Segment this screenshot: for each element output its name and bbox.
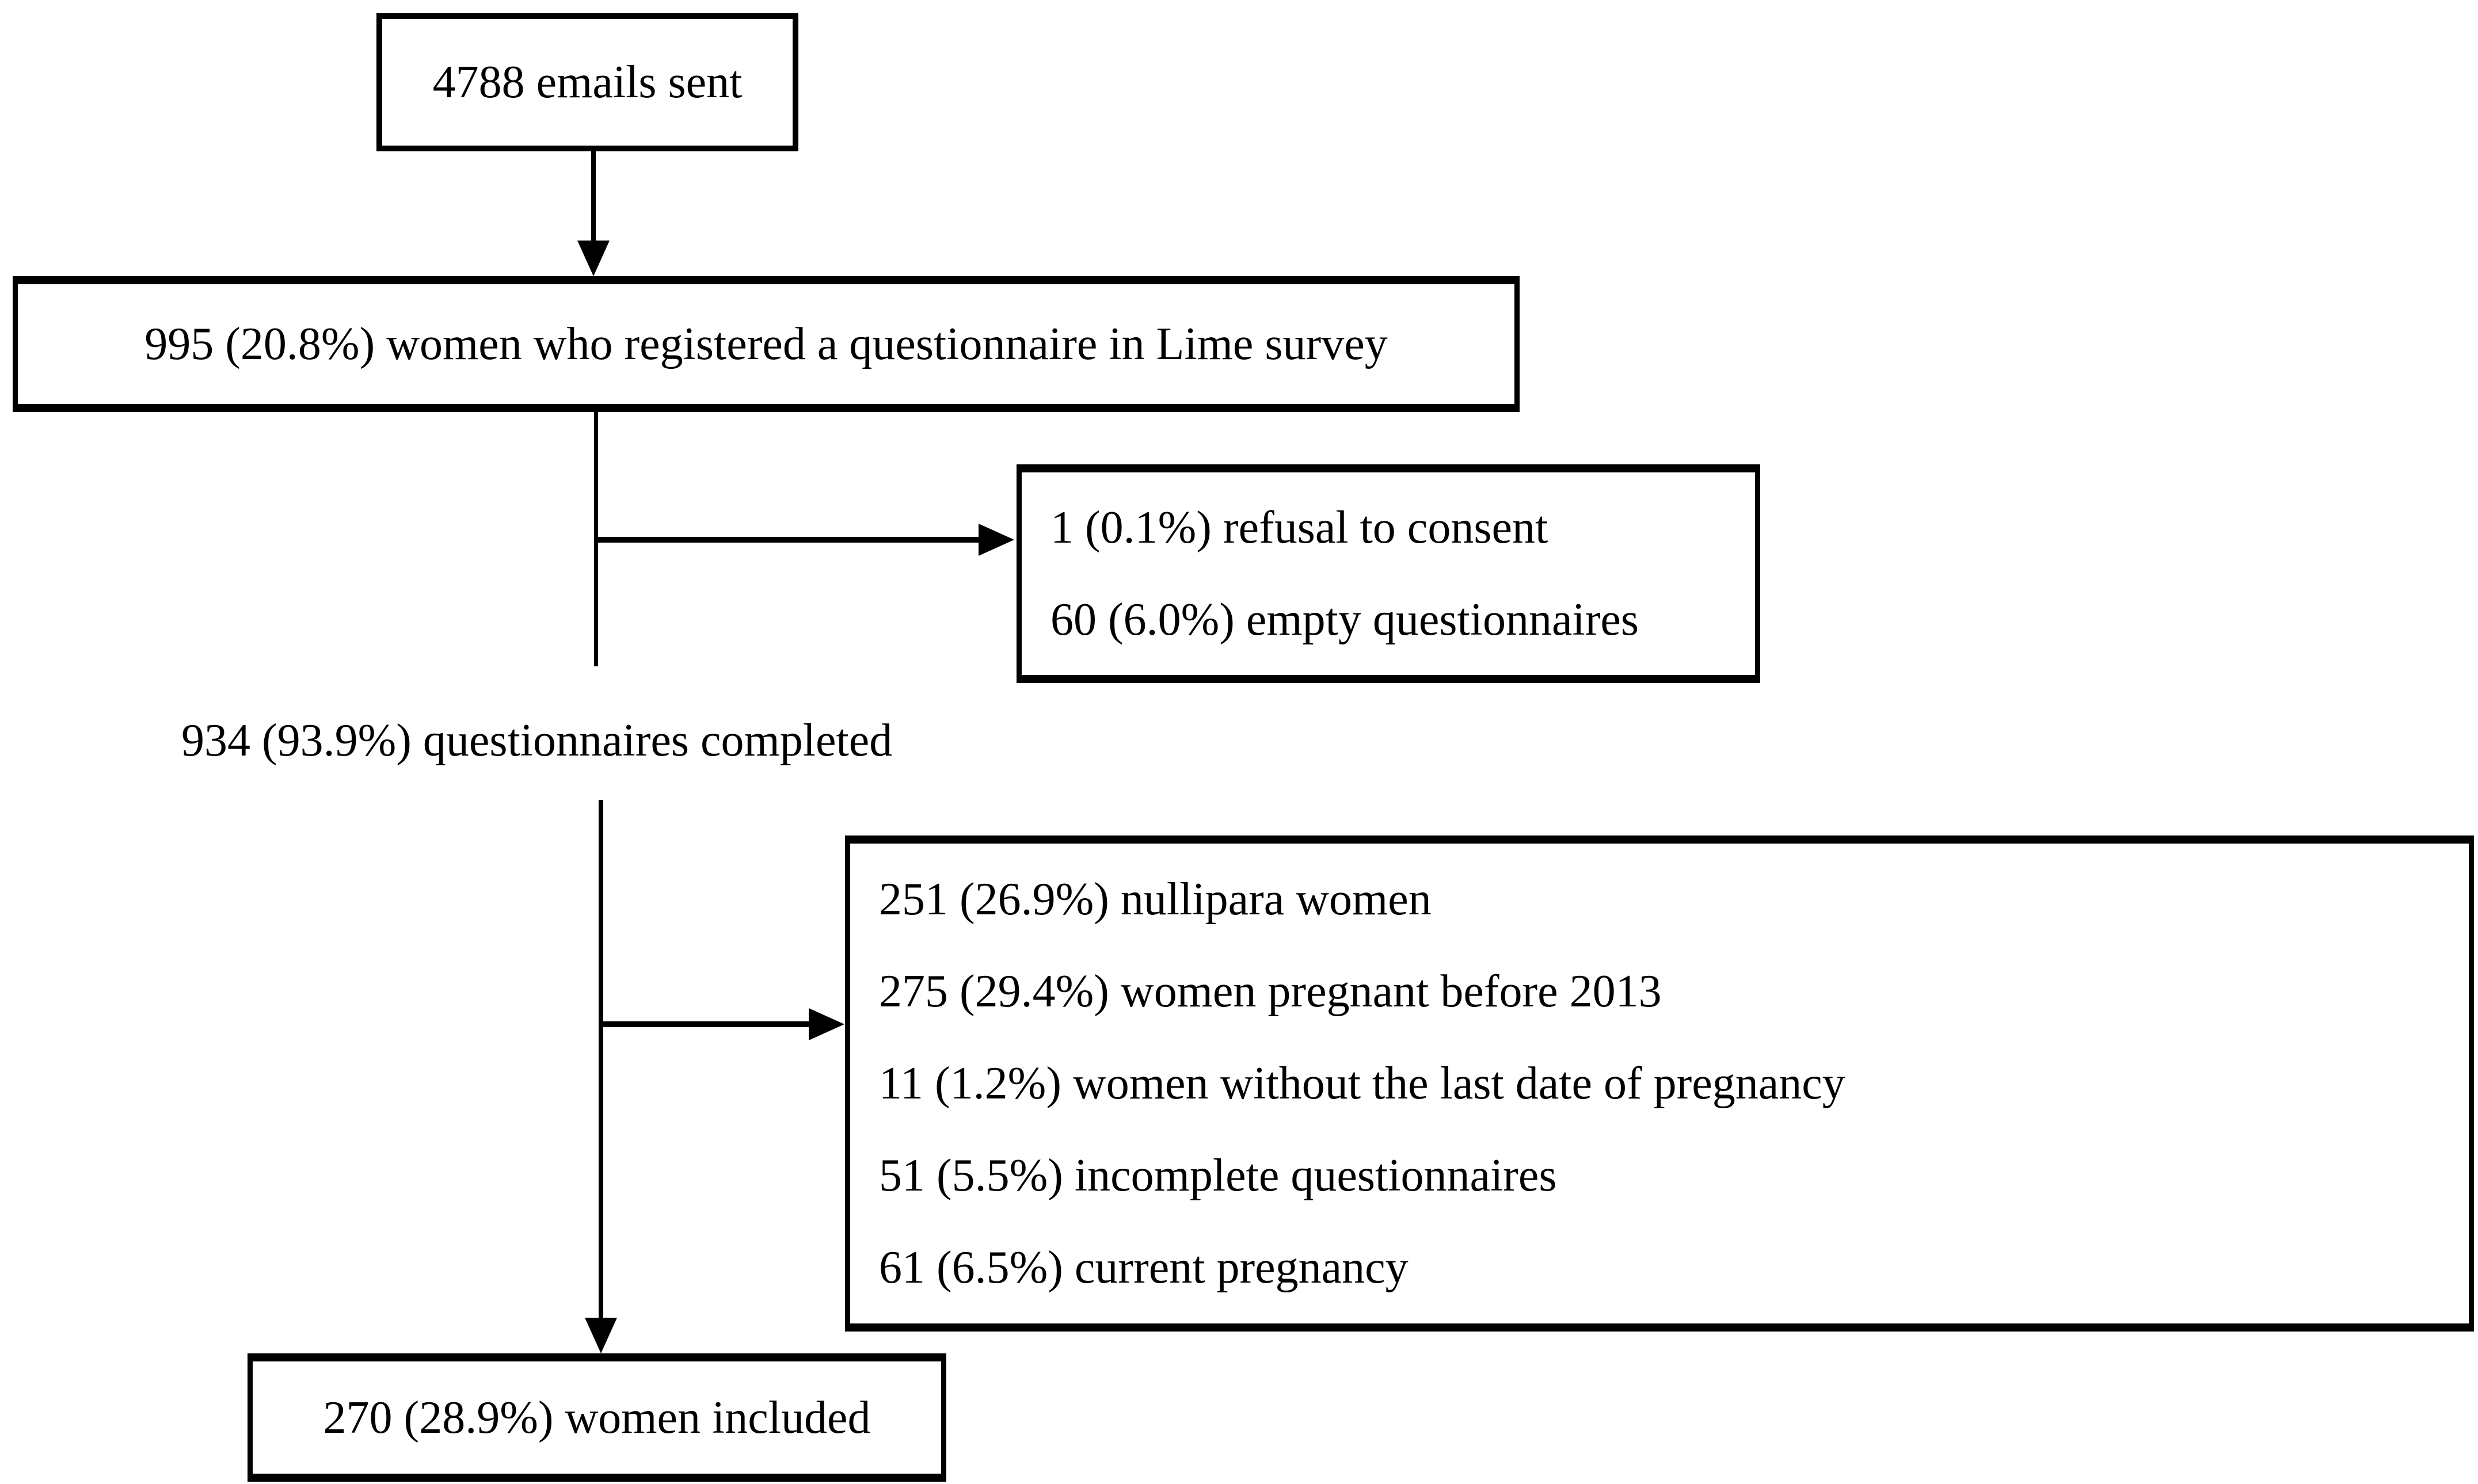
excluded-second-line: 275 (29.4%) women pregnant before 2013 xyxy=(879,966,1662,1017)
connector-branch-excluded-first xyxy=(596,537,979,543)
box-emails-sent: 4788 emails sent xyxy=(376,13,798,151)
excluded-second-line: 251 (26.9%) nullipara women xyxy=(879,874,1432,925)
arrowhead-excluded-first xyxy=(979,524,1014,556)
arrowhead-completed-to-included xyxy=(585,1318,617,1353)
connector-branch-excluded-second xyxy=(601,1021,809,1027)
connector-completed-to-included xyxy=(599,800,603,1318)
box-included: 270 (28.9%) women included xyxy=(248,1353,946,1482)
arrowhead-emails-to-registered xyxy=(577,241,610,276)
excluded-second-line: 51 (5.5%) incomplete questionnaires xyxy=(879,1150,1557,1201)
excluded-first-line: 1 (0.1%) refusal to consent xyxy=(1050,502,1548,553)
box-excluded-first: 1 (0.1%) refusal to consent 60 (6.0%) em… xyxy=(1017,464,1760,683)
excluded-first-line: 60 (6.0%) empty questionnaires xyxy=(1050,594,1639,645)
box-registered-label: 995 (20.8%) women who registered a quest… xyxy=(144,319,1388,369)
connector-emails-to-registered xyxy=(591,151,596,242)
excluded-second-line: 11 (1.2%) women without the last date of… xyxy=(879,1058,1845,1109)
box-included-label: 270 (28.9%) women included xyxy=(323,1392,871,1443)
box-emails-sent-label: 4788 emails sent xyxy=(432,57,743,108)
arrowhead-excluded-second xyxy=(809,1008,844,1040)
box-excluded-second: 251 (26.9%) nullipara women 275 (29.4%) … xyxy=(845,836,2474,1332)
excluded-second-line: 61 (6.5%) current pregnancy xyxy=(879,1242,1409,1293)
box-registered: 995 (20.8%) women who registered a quest… xyxy=(13,276,1520,412)
label-questionnaires-completed: 934 (93.9%) questionnaires completed xyxy=(181,715,893,766)
